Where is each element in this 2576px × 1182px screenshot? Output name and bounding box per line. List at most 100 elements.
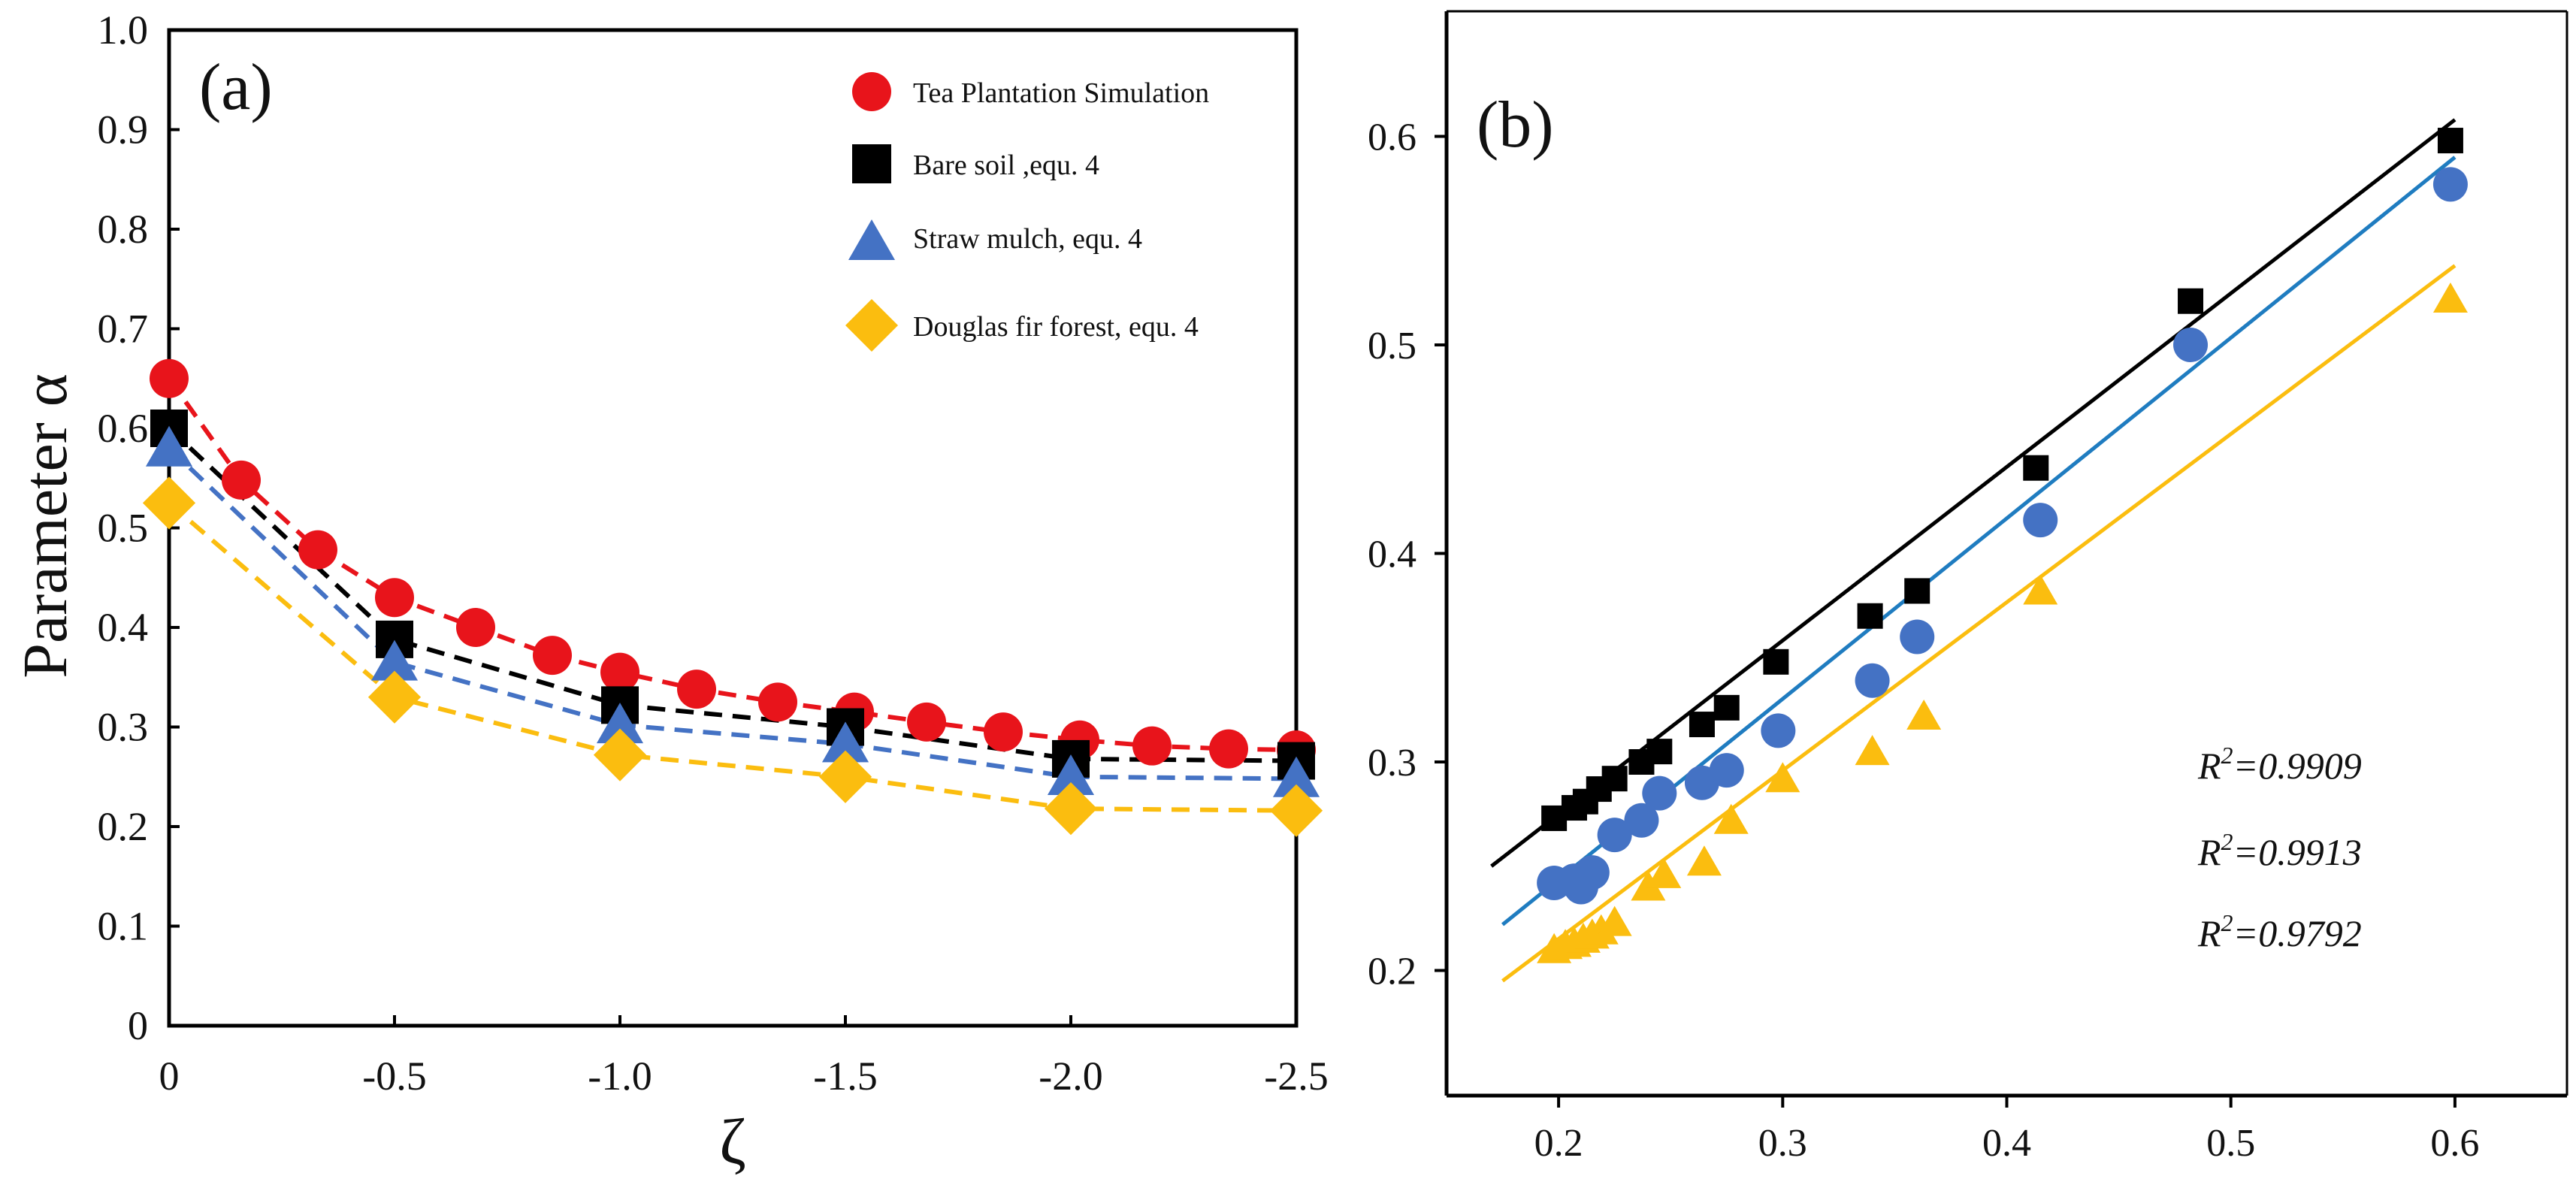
panel-a-y-tick-label: 0.5 bbox=[98, 506, 149, 551]
panel-b-x-tick-label: 0.2 bbox=[1534, 1122, 1583, 1165]
panel-a-y-tick-label: 0.4 bbox=[98, 605, 149, 650]
data-point-straw-mulch bbox=[1624, 803, 1659, 838]
data-point-straw-mulch-equ-4 bbox=[821, 721, 869, 763]
panel-b-x-ticks: 0.2 0.3 0.4 0.5 0.6 bbox=[1534, 1096, 2479, 1165]
panel-b-x-tick-label: 0.4 bbox=[1982, 1122, 2031, 1165]
fit-line-douglas-fir-forest bbox=[1501, 264, 2457, 983]
panel-a-y-tick-label: 0.1 bbox=[98, 904, 149, 949]
panel-a-plot-frame bbox=[167, 28, 1299, 1028]
data-point-straw-mulch-equ-4 bbox=[596, 703, 644, 744]
panel-b-x-tick-label: 0.6 bbox=[2430, 1122, 2479, 1165]
panel-a-x-ticks: 0 -0.5 -1.0 -1.5 -2.0 -2.5 bbox=[159, 1015, 1329, 1099]
panel-a-x-tick-label: 0 bbox=[159, 1054, 180, 1099]
data-point-tea-plantation-simulation bbox=[533, 636, 572, 676]
panel-b-y-tick-label: 0.2 bbox=[1368, 951, 1416, 993]
data-point-bare-soil bbox=[1646, 739, 1673, 765]
r2-douglas-fir-value: 0.9792 bbox=[2258, 912, 2362, 954]
data-point-tea-plantation-simulation bbox=[984, 712, 1023, 752]
panel-b-label: (b) bbox=[1477, 89, 1554, 162]
panel-a-y-tick-label: 0.7 bbox=[98, 307, 149, 352]
data-point-tea-plantation-simulation bbox=[1209, 729, 1248, 769]
panel-b-y-tick-label: 0.3 bbox=[1368, 742, 1416, 784]
panel-b-y-tick-label: 0.5 bbox=[1368, 325, 1416, 367]
r2-straw-mulch-r: R bbox=[2197, 831, 2221, 873]
data-point-straw-mulch bbox=[1709, 753, 1744, 788]
data-point-tea-plantation-simulation bbox=[758, 682, 797, 722]
legend-label-douglas-fir: Douglas fir forest, equ. 4 bbox=[913, 311, 1199, 343]
panel-a-y-tick-label: 0.2 bbox=[98, 804, 149, 849]
panel-a-markers bbox=[142, 358, 1323, 837]
panel-a-y-tick-label: 0.9 bbox=[98, 107, 149, 153]
data-point-douglas-fir-forest-equ-4 bbox=[818, 750, 872, 803]
panel-a-y-tick-label: 1.0 bbox=[98, 8, 149, 53]
panel-a-y-tick-label: 0.3 bbox=[98, 705, 149, 750]
data-point-douglas-fir-forest bbox=[1583, 914, 1619, 945]
data-point-tea-plantation-simulation bbox=[907, 702, 946, 742]
data-point-bare-soil bbox=[2178, 288, 2204, 314]
panel-a-x-tick-label: -2.5 bbox=[1264, 1054, 1328, 1099]
r2-bare-soil-r: R bbox=[2197, 745, 2221, 787]
data-point-douglas-fir-forest bbox=[1597, 905, 1632, 936]
data-point-straw-mulch bbox=[2432, 167, 2468, 202]
data-point-straw-mulch bbox=[2023, 503, 2058, 538]
r2-bare-soil: R2=0.9909 bbox=[2197, 742, 2362, 787]
data-point-douglas-fir-forest-equ-4 bbox=[142, 476, 196, 530]
data-point-straw-mulch bbox=[1900, 619, 1935, 654]
data-point-douglas-fir-forest-equ-4 bbox=[367, 670, 422, 724]
r2-bare-soil-eq: = bbox=[2233, 745, 2259, 787]
data-point-straw-mulch-equ-4 bbox=[145, 425, 193, 467]
data-point-straw-mulch-equ-4 bbox=[1272, 756, 1320, 797]
panel-a-y-ticks: 0 0.1 0.2 0.3 0.4 0.5 0.6 0.7 0.8 0.9 1.0 bbox=[98, 8, 180, 1048]
data-point-tea-plantation-simulation bbox=[677, 670, 716, 709]
legend-label-tea: Tea Plantation Simulation bbox=[913, 77, 1209, 109]
legend-item-douglas-fir: Douglas fir forest, equ. 4 bbox=[845, 299, 1199, 352]
panel-a-y-axis-label: Parameter α bbox=[11, 373, 80, 678]
legend-marker-douglas-diamond bbox=[845, 299, 898, 352]
data-point-straw-mulch-equ-4 bbox=[1047, 754, 1095, 796]
r2-douglas-fir-eq: = bbox=[2233, 912, 2259, 954]
data-point-tea-plantation-simulation bbox=[1132, 726, 1172, 766]
panel-b-y-ticks: 0.2 0.3 0.4 0.5 0.6 bbox=[1368, 116, 1447, 993]
r2-annotations: R2=0.9909 R2=0.9913 R2=0.9792 bbox=[2197, 742, 2362, 954]
panel-a-x-tick-label: -0.5 bbox=[362, 1054, 426, 1099]
data-point-straw-mulch-equ-4 bbox=[370, 639, 419, 681]
data-point-straw-mulch bbox=[1597, 818, 1632, 853]
panel-a-y-tick-label: 0.8 bbox=[98, 207, 149, 252]
data-point-straw-mulch bbox=[1761, 713, 1796, 748]
panel-a-x-axis-label: ζ bbox=[719, 1105, 746, 1177]
data-point-bare-soil bbox=[2023, 455, 2049, 481]
data-point-bare-soil bbox=[1857, 603, 1883, 629]
panel-b-y-tick-label: 0.4 bbox=[1368, 534, 1416, 576]
r2-straw-mulch-value: 0.9913 bbox=[2258, 831, 2362, 873]
data-point-tea-plantation-simulation bbox=[375, 578, 414, 618]
panel-a-legend: Tea Plantation Simulation Bare soil ,equ… bbox=[845, 72, 1209, 352]
panel-a-y-tick-label: 0 bbox=[128, 1003, 148, 1048]
data-point-douglas-fir-forest bbox=[1906, 699, 1942, 730]
panel-b-x-tick-label: 0.5 bbox=[2206, 1122, 2255, 1165]
data-point-tea-plantation-simulation bbox=[600, 652, 639, 692]
series-line-bare-soil-equ-4 bbox=[167, 426, 1297, 763]
data-point-douglas-fir-forest bbox=[2432, 282, 2468, 313]
legend-item-bare-soil: Bare soil ,equ. 4 bbox=[852, 144, 1099, 183]
data-point-douglas-fir-forest-equ-4 bbox=[1044, 782, 1098, 836]
series-line-tea-plantation-simulation bbox=[167, 377, 1297, 752]
legend-marker-bare-soil-square bbox=[852, 144, 891, 183]
legend-label-straw-mulch: Straw mulch, equ. 4 bbox=[913, 223, 1142, 255]
data-point-straw-mulch bbox=[1574, 855, 1610, 890]
panel-b-markers bbox=[1537, 128, 2468, 963]
panel-a-dashed-lines bbox=[167, 377, 1297, 813]
legend-label-bare-soil: Bare soil ,equ. 4 bbox=[913, 150, 1099, 181]
data-point-tea-plantation-simulation bbox=[150, 358, 189, 398]
panel-a-x-tick-label: -1.0 bbox=[588, 1054, 652, 1099]
data-point-douglas-fir-forest bbox=[1855, 735, 1890, 766]
data-point-tea-plantation-simulation bbox=[222, 460, 261, 500]
data-point-tea-plantation-simulation bbox=[298, 530, 337, 570]
data-point-douglas-fir-forest bbox=[1646, 857, 1682, 888]
data-point-bare-soil bbox=[1601, 766, 1628, 792]
data-point-bare-soil bbox=[1763, 648, 1789, 675]
panel-b: 0.20.30.40.50.6 0.2 0.3 0.4 0.5 0.6 (b) R2=0… bbox=[1368, 10, 2568, 1165]
r2-douglas-fir: R2=0.9792 bbox=[2197, 909, 2362, 954]
panel-a-x-tick-label: -2.0 bbox=[1039, 1054, 1102, 1099]
series-line-douglas-fir-forest-equ-4 bbox=[168, 501, 1297, 813]
